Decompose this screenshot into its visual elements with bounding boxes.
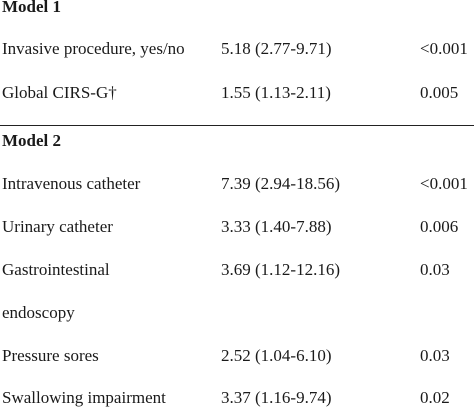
variable-name: Urinary catheter bbox=[2, 217, 113, 236]
table-row: Swallowing impairment 3.37 (1.16-9.74) 0… bbox=[0, 383, 474, 413]
table-row: Intravenous catheter 7.39 (2.94-18.56) <… bbox=[0, 169, 474, 199]
variable-name: Global CIRS-G† bbox=[2, 83, 117, 102]
variable-name: Gastrointestinal bbox=[2, 260, 110, 279]
table-row: Invasive procedure, yes/no 5.18 (2.77-9.… bbox=[0, 34, 474, 64]
model1-heading-row: Model 1 bbox=[0, 0, 474, 22]
model2-heading: Model 2 bbox=[2, 131, 62, 150]
p-value: 0.03 bbox=[420, 260, 450, 279]
p-value: 0.005 bbox=[420, 83, 459, 102]
odds-ratio-ci: 3.69 (1.12-12.16) bbox=[221, 260, 340, 279]
p-value: 0.006 bbox=[420, 217, 459, 236]
odds-ratio-ci: 7.39 (2.94-18.56) bbox=[221, 174, 340, 193]
table-row: Global CIRS-G† 1.55 (1.13-2.11) 0.005 bbox=[0, 78, 474, 108]
table-row: Pressure sores 2.52 (1.04-6.10) 0.03 bbox=[0, 341, 474, 371]
model2-heading-row: Model 2 bbox=[0, 126, 474, 156]
odds-ratio-ci: 1.55 (1.13-2.11) bbox=[221, 83, 331, 102]
p-value: 0.02 bbox=[420, 388, 450, 407]
p-value: <0.001 bbox=[420, 174, 468, 193]
table-row: Gastrointestinal 3.69 (1.12-12.16) 0.03 bbox=[0, 255, 474, 285]
odds-ratio-ci: 3.33 (1.40-7.88) bbox=[221, 217, 332, 236]
p-value: <0.001 bbox=[420, 39, 468, 58]
p-value: 0.03 bbox=[420, 346, 450, 365]
variable-name: endoscopy bbox=[2, 303, 75, 322]
model-divider bbox=[0, 125, 474, 126]
odds-ratio-ci: 3.37 (1.16-9.74) bbox=[221, 388, 332, 407]
variable-name: Pressure sores bbox=[2, 346, 99, 365]
table-row: Urinary catheter 3.33 (1.40-7.88) 0.006 bbox=[0, 212, 474, 242]
table-row-continuation: endoscopy bbox=[0, 298, 474, 328]
odds-ratio-ci: 2.52 (1.04-6.10) bbox=[221, 346, 332, 365]
model1-heading: Model 1 bbox=[2, 0, 62, 16]
variable-name: Invasive procedure, yes/no bbox=[2, 39, 185, 58]
variable-name: Swallowing impairment bbox=[2, 388, 166, 407]
odds-ratio-ci: 5.18 (2.77-9.71) bbox=[221, 39, 332, 58]
variable-name: Intravenous catheter bbox=[2, 174, 141, 193]
